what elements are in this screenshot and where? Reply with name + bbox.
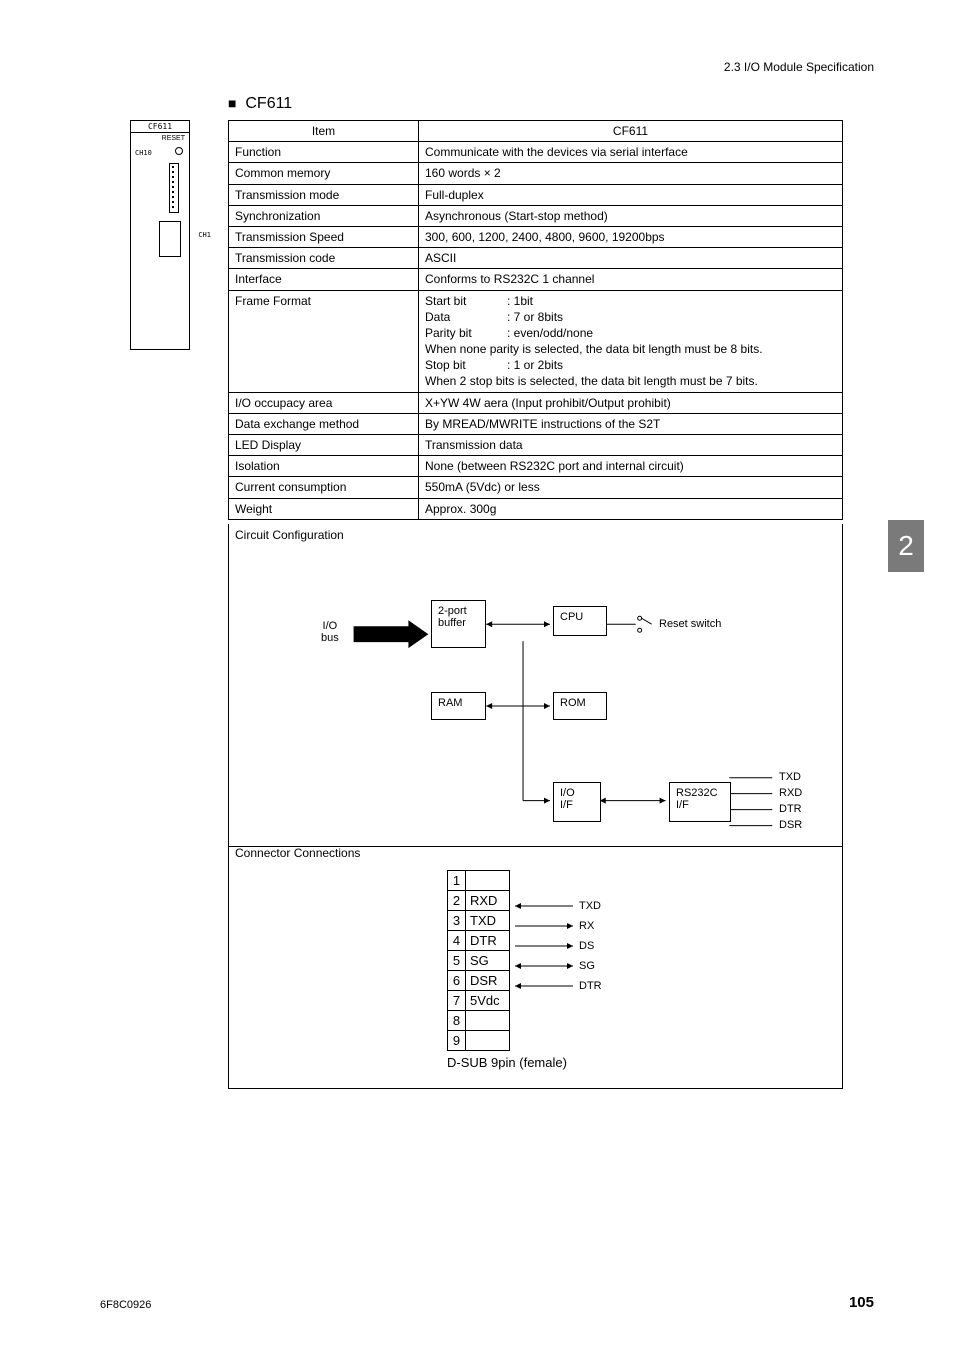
circuit-svg — [229, 546, 842, 846]
connector-box-icon — [159, 221, 181, 257]
sig-dtr: DTR — [779, 803, 802, 815]
ram-box: RAM — [431, 692, 486, 720]
sig-dsr: DSR — [779, 819, 802, 831]
table-row: SynchronizationAsynchronous (Start-stop … — [229, 205, 843, 226]
header-section-ref: 2.3 I/O Module Specification — [724, 60, 874, 74]
section-title-text: CF611 — [245, 95, 292, 112]
two-port-buffer-box: 2-port buffer — [431, 600, 486, 648]
ext-sg: SG — [579, 960, 595, 972]
chapter-tab: 2 — [888, 520, 924, 572]
ch1-label: CH1 — [198, 231, 211, 239]
section-title: ■ CF611 — [228, 95, 292, 113]
ext-dtr: DTR — [579, 980, 602, 992]
table-row-frame: Frame Format Start bit: 1bit Data: 7 or … — [229, 290, 843, 392]
rom-box: ROM — [553, 692, 607, 720]
pin-table: 1 2RXD 3TXD 4DTR 5SG 6DSR 75Vdc 8 9 — [447, 870, 510, 1051]
ch0-label: CH10 — [135, 149, 152, 157]
io-bus-label: I/O bus — [321, 620, 339, 644]
ext-rx: RX — [579, 920, 594, 932]
circuit-diagram: I/O bus 2-port buffer CPU Reset switch R… — [229, 546, 842, 846]
footer-pagenum: 105 — [849, 1294, 874, 1311]
sig-txd: TXD — [779, 771, 801, 783]
table-row: IsolationNone (between RS232C port and i… — [229, 456, 843, 477]
led-strip-icon — [169, 163, 179, 213]
reset-switch-label: Reset switch — [659, 618, 721, 630]
spec-table: Item CF611 FunctionCommunicate with the … — [228, 120, 843, 520]
table-row: Transmission Speed300, 600, 1200, 2400, … — [229, 226, 843, 247]
table-row: Data exchange methodBy MREAD/MWRITE inst… — [229, 413, 843, 434]
cpu-box: CPU — [553, 606, 607, 636]
table-row: I/O occupacy areaX+YW 4W aera (Input pro… — [229, 392, 843, 413]
module-front-diagram: CF611 RESET CH10 CH1 — [130, 120, 190, 350]
footer-docnum: 6F8C0926 — [100, 1299, 151, 1311]
dsub-footer: D-SUB 9pin (female) — [447, 1055, 842, 1070]
table-row: Current consumption550mA (5Vdc) or less — [229, 477, 843, 498]
connector-title: Connector Connections — [229, 842, 842, 864]
table-row: WeightApprox. 300g — [229, 498, 843, 519]
table-header-model: CF611 — [419, 121, 843, 142]
table-row: Transmission modeFull-duplex — [229, 184, 843, 205]
circuit-title: Circuit Configuration — [229, 524, 842, 546]
connector-section: Connector Connections 1 2RXD 3TXD 4DTR 5… — [228, 842, 843, 1089]
table-row: InterfaceConforms to RS232C 1 channel — [229, 269, 843, 290]
reset-label: RESET — [162, 135, 185, 142]
section-bullet-icon: ■ — [228, 95, 236, 111]
module-model-label: CF611 — [131, 121, 189, 133]
io-if-box: I/O I/F — [553, 782, 601, 822]
table-header-item: Item — [229, 121, 419, 142]
reset-circle-icon — [175, 147, 183, 155]
table-row: LED DisplayTransmission data — [229, 435, 843, 456]
ext-txd: TXD — [579, 900, 601, 912]
table-row: Transmission codeASCII — [229, 248, 843, 269]
rs232c-box: RS232C I/F — [669, 782, 731, 822]
sig-rxd: RXD — [779, 787, 802, 799]
table-row: Common memory160 words × 2 — [229, 163, 843, 184]
table-row: FunctionCommunicate with the devices via… — [229, 142, 843, 163]
connector-arrows-svg — [513, 876, 633, 1066]
circuit-section: Circuit Configuration — [228, 524, 843, 847]
ext-ds: DS — [579, 940, 594, 952]
